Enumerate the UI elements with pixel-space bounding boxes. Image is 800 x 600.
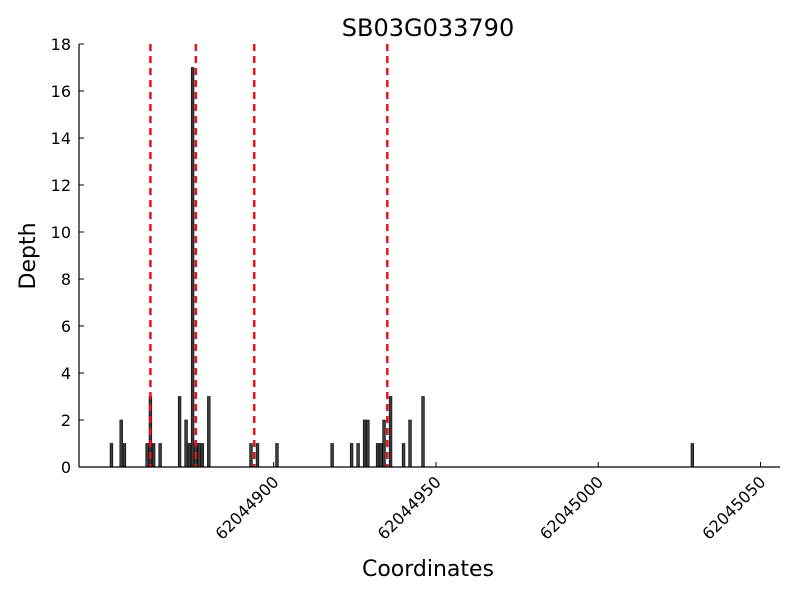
x-tick-label-62044900: 62044900 <box>212 472 283 543</box>
x-ticks: 62044900 62044950 62045000 62045050 <box>212 462 769 543</box>
bar-24 <box>379 443 383 468</box>
bar-10 <box>190 67 195 468</box>
bar-14 <box>207 396 211 468</box>
y-tick-label-4: 4 <box>61 364 71 383</box>
bar-3 <box>145 443 149 468</box>
bar-22 <box>366 419 370 468</box>
bar-0 <box>109 443 114 468</box>
y-tick-label-18: 18 <box>51 35 71 54</box>
y-tick-label-14: 14 <box>51 129 71 148</box>
bar-13 <box>200 443 204 468</box>
bar-8 <box>184 419 188 468</box>
bar-19 <box>349 443 354 468</box>
y-tick-label-2: 2 <box>61 411 71 430</box>
axes <box>78 44 780 468</box>
y-tick-label-6: 6 <box>61 317 71 336</box>
y-tick-label-0: 0 <box>61 458 71 477</box>
bar-23 <box>375 443 380 468</box>
bar-30 <box>690 443 695 468</box>
x-axis-label: Coordinates <box>362 557 494 582</box>
bar-25 <box>382 419 386 468</box>
chart-title: SB03G033790 <box>342 14 514 42</box>
bar-26 <box>388 396 393 468</box>
y-tick-label-8: 8 <box>61 270 71 289</box>
bar-1 <box>119 419 123 468</box>
x-tick-label-62044950: 62044950 <box>374 472 445 543</box>
y-tick-label-16: 16 <box>51 82 71 101</box>
x-tick-label-62045000: 62045000 <box>536 472 607 543</box>
bar-17 <box>275 443 279 468</box>
bar-7 <box>177 396 182 468</box>
bar-27 <box>401 443 406 468</box>
bar-12 <box>197 443 201 468</box>
bar-18 <box>330 443 334 468</box>
y-ticks: 0 2 4 6 8 10 12 14 16 18 <box>51 35 84 477</box>
x-tick-label-62045050: 62045050 <box>698 472 769 543</box>
bar-21 <box>362 419 367 468</box>
bar-15 <box>249 443 253 468</box>
bar-5 <box>151 443 156 468</box>
y-axis-label: Depth <box>16 222 41 289</box>
bar-16 <box>255 443 260 468</box>
bar-28 <box>408 419 412 468</box>
bar-series <box>109 67 695 468</box>
y-tick-label-10: 10 <box>51 223 71 242</box>
bar-20 <box>356 443 360 468</box>
bar-6 <box>158 443 162 468</box>
bar-2 <box>122 443 127 468</box>
y-tick-label-12: 12 <box>51 176 71 195</box>
reference-lines <box>149 44 389 467</box>
bar-29 <box>421 396 425 468</box>
bar-9 <box>187 443 192 468</box>
